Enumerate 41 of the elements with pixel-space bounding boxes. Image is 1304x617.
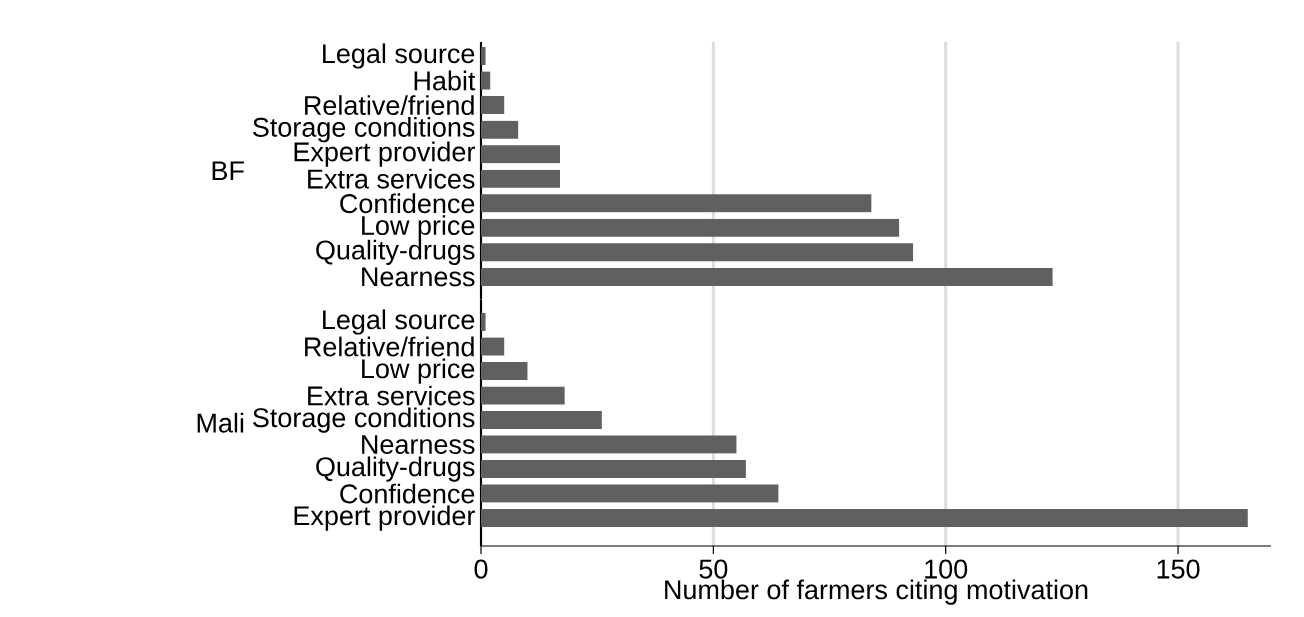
bar bbox=[481, 337, 505, 356]
y-tick-label: Relative/friend bbox=[305, 336, 474, 357]
bar bbox=[481, 484, 779, 503]
bar bbox=[481, 509, 1248, 528]
y-tick-label: Low price bbox=[362, 358, 475, 384]
bar bbox=[481, 435, 737, 454]
y-tick-label: Expert provider bbox=[294, 141, 475, 167]
bar bbox=[481, 460, 746, 479]
y-tick-label: Storage conditions bbox=[253, 407, 475, 433]
y-tick-label: Confidence bbox=[340, 193, 475, 214]
bar bbox=[481, 411, 602, 430]
y-tick-label: Quality-drugs bbox=[316, 456, 475, 482]
bar bbox=[481, 169, 560, 188]
bar bbox=[481, 120, 519, 139]
y-tick-label: Quality-drugs bbox=[316, 239, 475, 265]
y-tick-label: Expert provider bbox=[294, 505, 475, 531]
y-tick-label: Habit bbox=[414, 70, 476, 91]
x-tick-label: 50 bbox=[699, 559, 728, 579]
x-axis-title: Number of farmers citing motivation bbox=[665, 579, 1088, 605]
bar bbox=[481, 96, 505, 115]
y-axis-title: BF bbox=[212, 161, 244, 181]
x-tick-label: 100 bbox=[925, 559, 968, 579]
bar bbox=[481, 218, 900, 237]
bar bbox=[481, 267, 1053, 286]
bar bbox=[481, 362, 528, 381]
y-axis-title: Mali bbox=[197, 412, 244, 433]
bar bbox=[481, 71, 491, 90]
y-tick-label: Extra services bbox=[308, 385, 475, 406]
y-tick-label: Nearness bbox=[362, 267, 475, 287]
bar bbox=[481, 194, 872, 213]
y-tick-label: Extra services bbox=[308, 168, 475, 189]
bar bbox=[481, 145, 560, 164]
bar bbox=[481, 386, 565, 405]
y-tick-label: Legal source bbox=[323, 309, 475, 335]
y-tick-label: Legal source bbox=[323, 43, 475, 69]
y-tick-label: Confidence bbox=[340, 483, 475, 504]
x-tick-label: 0 bbox=[474, 559, 488, 579]
bar bbox=[481, 243, 914, 262]
x-tick-label: 150 bbox=[1157, 559, 1200, 579]
y-tick-label: Relative/friend bbox=[305, 95, 474, 115]
y-tick-label: Nearness bbox=[362, 435, 475, 454]
